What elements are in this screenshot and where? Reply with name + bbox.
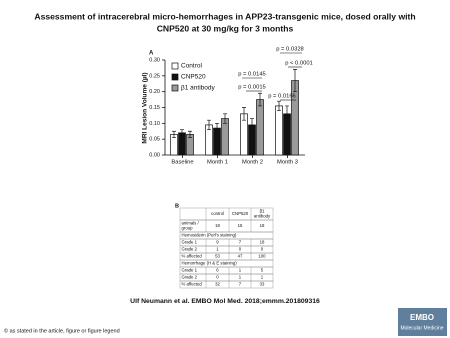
table-text: 1 — [239, 268, 242, 273]
y-tick-label: 0.15 — [149, 105, 160, 111]
legend-label: β1 antibody — [181, 85, 215, 92]
error-bar — [258, 92, 262, 107]
panel-label: A — [149, 51, 154, 57]
legend-swatch — [171, 84, 179, 92]
table-text: 5 — [261, 268, 264, 273]
table-text: Grade 1 — [182, 268, 198, 273]
p-value: p = 0.0166 — [268, 94, 296, 100]
table-text: 7 — [239, 240, 242, 245]
table-text: 19 — [215, 223, 220, 228]
legend-swatch — [171, 62, 179, 70]
bar — [221, 118, 229, 156]
table-text: 18 — [260, 223, 265, 228]
error-bar — [277, 100, 281, 112]
bar — [256, 99, 264, 156]
table-text: % affected — [182, 282, 203, 287]
table-text: 100 — [258, 254, 266, 259]
legend-label: CNP520 — [181, 74, 206, 81]
title-line: CNP520 at 30 mg/kg for 3 months — [157, 23, 294, 33]
table-text: antibody — [254, 214, 271, 219]
citation: Ulf Neumann et al. EMBO Mol Med. 2018;em… — [130, 298, 320, 305]
table-text: 15 — [238, 223, 243, 228]
error-bar — [242, 107, 246, 121]
table-text: animals / — [182, 221, 200, 226]
table-text: 18 — [260, 240, 265, 245]
table-text: 1 — [261, 275, 264, 280]
table-text: group — [182, 226, 194, 231]
table-text: 7 — [239, 282, 242, 287]
error-bar — [188, 130, 192, 138]
table-text: 0 — [216, 275, 219, 280]
table-text: 1 — [216, 247, 219, 252]
y-tick-label: 0.00 — [149, 152, 160, 158]
error-bar — [250, 118, 254, 132]
x-tick-label: Month 1 — [207, 160, 228, 166]
title-line: Assessment of intracerebral micro-hemorr… — [34, 11, 415, 21]
x-tick-label: Month 3 — [277, 160, 298, 166]
table-text: % affected — [182, 254, 203, 259]
table-row — [179, 280, 274, 289]
table-text: 9 — [216, 240, 219, 245]
table-text: 47 — [238, 254, 243, 259]
error-bar — [223, 113, 227, 124]
table-text: Grade 2 — [182, 247, 198, 252]
logo-box — [398, 308, 447, 336]
table-text: control — [211, 211, 224, 216]
panel-label: B — [175, 203, 179, 209]
logo-text: Molecular Medicine — [400, 325, 443, 331]
y-tick-label: 0.25 — [149, 73, 160, 79]
table-text: Grade 2 — [182, 275, 198, 280]
table-text: 6 — [216, 268, 219, 273]
p-value: p = 0.0328 — [276, 47, 304, 53]
p-value: p < 0.0001 — [285, 61, 313, 67]
y-tick-label: 0.30 — [149, 57, 160, 63]
table-text: 32 — [215, 282, 220, 287]
legend-label: Control — [181, 63, 203, 70]
y-tick-label: 0.10 — [149, 121, 160, 127]
x-tick-label: Baseline — [171, 160, 193, 166]
table-heading: Hemorrhage (H & E staining) — [182, 261, 238, 266]
y-tick-label: 0.05 — [149, 137, 160, 143]
logo-text: EMBO — [410, 313, 434, 322]
table-text: Grade 1 — [182, 240, 198, 245]
error-bar — [207, 119, 211, 131]
error-bar — [293, 69, 297, 93]
x-tick-label: Month 2 — [242, 160, 263, 166]
table-text: 33 — [260, 282, 265, 287]
bar — [275, 105, 283, 156]
table-heading: Hemosiderin (Perl's staining) — [182, 233, 237, 238]
p-value: p = 0.0145 — [238, 72, 266, 78]
table-text: 0 — [261, 247, 264, 252]
error-bar — [285, 105, 289, 123]
table-text: 1 — [239, 275, 242, 280]
footer: © as stated in the article, figure or fi… — [4, 327, 120, 334]
error-bar — [215, 122, 219, 134]
table-text: β1 — [260, 209, 265, 214]
error-bar — [172, 130, 176, 138]
table-text: CNP520 — [232, 211, 249, 216]
error-bar — [180, 129, 184, 137]
table-text: 53 — [215, 254, 220, 259]
legend-swatch — [171, 73, 179, 81]
p-value: p = 0.0015 — [238, 85, 266, 91]
y-axis-label: MRI Lesion Volume (µl) — [142, 72, 149, 143]
table-text: 0 — [239, 247, 242, 252]
y-tick-label: 0.20 — [149, 89, 160, 95]
